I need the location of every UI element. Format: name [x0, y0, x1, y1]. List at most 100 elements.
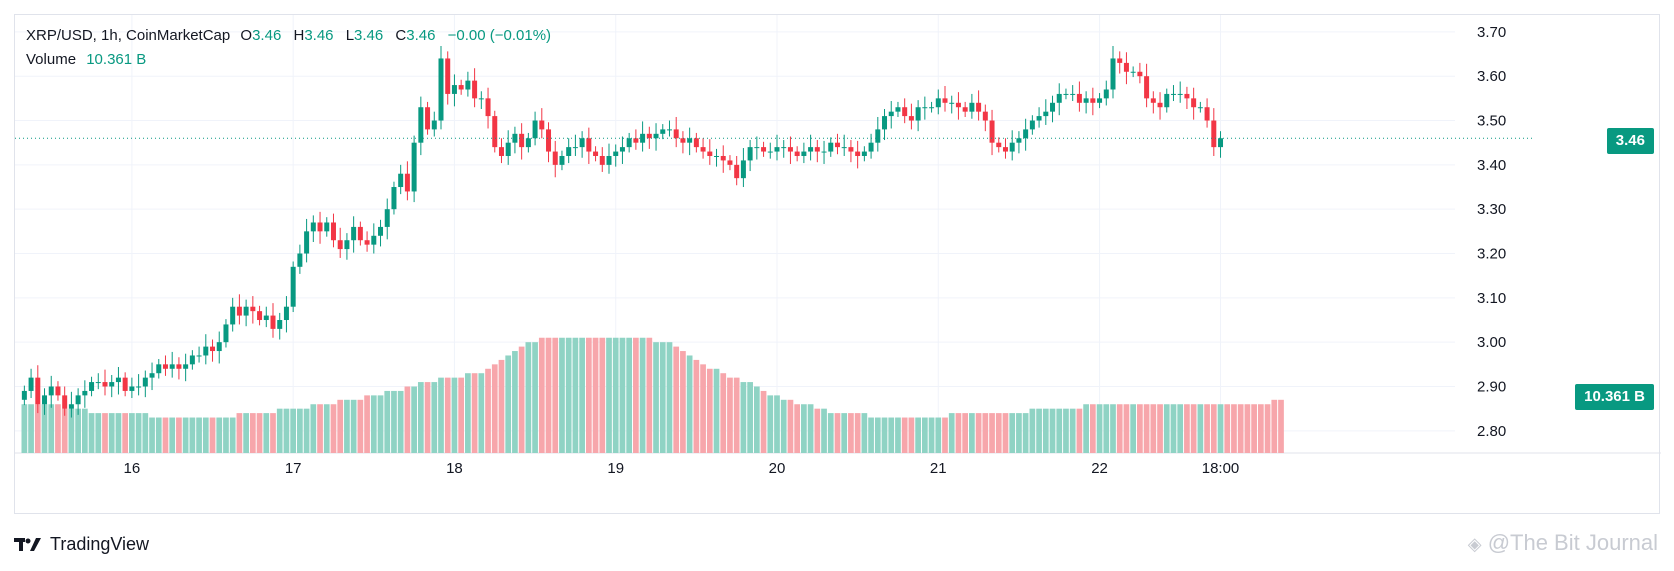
tradingview-logo-icon	[14, 537, 41, 551]
candle-body	[1090, 98, 1096, 103]
volume-bar	[975, 413, 982, 453]
candle-body	[1070, 93, 1076, 95]
candle-body	[633, 138, 639, 143]
volume-bar	[525, 342, 532, 453]
candle-body	[196, 355, 202, 357]
volume-bar	[1036, 408, 1042, 453]
candle-body	[1170, 93, 1176, 95]
volume-bar	[431, 382, 438, 453]
candle-body	[781, 147, 787, 149]
candle-body	[203, 346, 209, 356]
volume-bar	[1271, 399, 1278, 453]
candle-body	[821, 151, 827, 153]
volume-bar	[1130, 404, 1137, 453]
volume-bar	[1257, 404, 1264, 453]
candle-body	[976, 102, 982, 112]
volume-bar	[787, 399, 794, 453]
candle-body	[458, 85, 464, 90]
volume-bar	[935, 417, 942, 453]
candle-body	[68, 404, 74, 409]
volume-bar	[552, 337, 559, 453]
volume-bar	[297, 408, 303, 453]
candle-body	[908, 116, 914, 121]
volume-bar	[485, 368, 491, 453]
candle-body	[472, 80, 478, 99]
candle-body	[243, 306, 249, 316]
candle-body	[787, 147, 793, 152]
volume-bar	[633, 337, 639, 453]
watermark-text: @The Bit Journal	[1487, 530, 1658, 555]
volume-bar	[129, 413, 135, 453]
candle-body	[895, 107, 901, 112]
candle-body	[75, 395, 81, 405]
volume-bar	[491, 364, 498, 453]
candle-body	[263, 315, 269, 321]
volume-bar	[317, 404, 323, 453]
candle-body	[1164, 93, 1170, 108]
candle-body	[841, 147, 847, 149]
candle-body	[183, 364, 189, 369]
volume-bar	[693, 359, 700, 453]
volume-bar	[565, 337, 572, 453]
volume-bar	[28, 404, 34, 453]
volume-bar	[841, 413, 848, 453]
candle-body	[734, 164, 740, 179]
volume-bar	[1009, 413, 1016, 453]
candle-body	[304, 231, 310, 254]
volume-bar	[821, 408, 827, 453]
low-value: 3.46	[354, 27, 384, 44]
candle-body	[445, 58, 451, 94]
candle-body	[498, 147, 504, 156]
volume-bar	[364, 395, 370, 453]
y-tick-label: 3.70	[1477, 24, 1506, 41]
candle-body	[277, 320, 283, 329]
candle-body	[102, 382, 108, 387]
y-tick-label: 3.00	[1477, 334, 1506, 351]
candle-body	[888, 111, 894, 117]
volume-bar	[1069, 408, 1076, 453]
volume-bar	[1083, 404, 1089, 453]
volume-bar	[1170, 404, 1177, 453]
candle-body	[1137, 71, 1143, 77]
volume-bar	[1089, 404, 1096, 453]
candle-body	[700, 147, 706, 152]
candle-body	[593, 151, 599, 156]
volume-bar	[1150, 404, 1157, 453]
volume-bar	[1278, 399, 1284, 453]
candle-body	[250, 306, 256, 312]
candle-body	[834, 142, 840, 148]
volume-bar	[848, 413, 854, 453]
volume-bar	[451, 377, 458, 453]
candle-body	[1184, 93, 1190, 99]
candle-body	[868, 142, 874, 152]
candle-body	[378, 226, 384, 236]
volume-bar	[1163, 404, 1170, 453]
candle-body	[324, 222, 330, 232]
candle-body	[478, 98, 484, 100]
volume-bar	[612, 337, 619, 453]
volume-bar	[606, 337, 612, 453]
low-label: L	[345, 27, 355, 44]
brand-name[interactable]: TradingView	[50, 534, 150, 554]
candle-body	[404, 173, 410, 192]
chart-frame[interactable]: 2.80 2.90 3.00 3.10 3.20 3.30 3.40 3.50 3.60 3.70…	[14, 14, 1661, 515]
candle-body	[525, 138, 531, 148]
candle-body	[1117, 58, 1123, 63]
volume-bar	[740, 382, 747, 453]
volume-bar	[236, 413, 243, 453]
candle-body	[882, 116, 888, 130]
volume-bar	[921, 417, 928, 453]
watermark: ◈ @The Bit Journal	[1468, 530, 1658, 556]
candle-body	[418, 107, 424, 143]
candle-body	[357, 226, 363, 241]
watermark-icon: ◈	[1467, 534, 1482, 554]
candle-body	[1144, 76, 1150, 99]
volume-bar	[1002, 413, 1009, 453]
candle-body	[1050, 102, 1056, 112]
candle-body	[955, 102, 961, 108]
volume-bar	[868, 417, 874, 453]
volume-bar	[706, 368, 713, 453]
price-chart[interactable]: 2.80 2.90 3.00 3.10 3.20 3.30 3.40 3.50 3.60 3.70…	[15, 15, 1661, 515]
volume-bar	[626, 337, 633, 453]
candle-body	[290, 266, 296, 307]
